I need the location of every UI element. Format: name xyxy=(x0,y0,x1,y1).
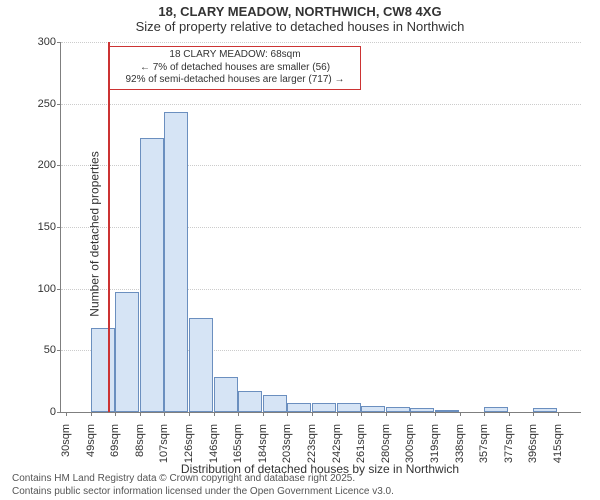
chart-area: 05010015020025030030sqm49sqm69sqm88sqm10… xyxy=(60,42,580,412)
grid-line xyxy=(61,104,581,105)
y-tick-mark xyxy=(57,412,61,413)
x-tick-mark xyxy=(386,412,387,416)
histogram-bar xyxy=(337,403,361,412)
histogram-bar xyxy=(115,292,139,412)
y-tick-label: 300 xyxy=(16,36,56,48)
histogram-bar xyxy=(410,408,434,412)
y-tick-mark xyxy=(57,350,61,351)
y-tick-label: 200 xyxy=(16,159,56,171)
x-tick-mark xyxy=(533,412,534,416)
histogram-bar xyxy=(386,407,410,412)
histogram-bar xyxy=(287,403,311,412)
y-tick-label: 150 xyxy=(16,221,56,233)
x-tick-mark xyxy=(361,412,362,416)
annotation-line: 92% of semi-detached houses are larger (… xyxy=(114,74,356,87)
annotation-line: 18 CLARY MEADOW: 68sqm xyxy=(114,49,356,62)
histogram-bar xyxy=(140,138,164,412)
x-tick-mark xyxy=(66,412,67,416)
x-tick-mark xyxy=(214,412,215,416)
histogram-bar xyxy=(263,395,287,412)
chart-container: 18, CLARY MEADOW, NORTHWICH, CW8 4XG Siz… xyxy=(0,0,600,500)
y-tick-label: 100 xyxy=(16,283,56,295)
histogram-bar xyxy=(435,410,459,412)
plot-region: 05010015020025030030sqm49sqm69sqm88sqm10… xyxy=(60,42,581,413)
y-tick-mark xyxy=(57,104,61,105)
x-tick-mark xyxy=(435,412,436,416)
histogram-bar xyxy=(164,112,188,412)
histogram-bar xyxy=(484,407,508,412)
histogram-bar xyxy=(91,328,115,412)
footer-line-2: Contains public sector information licen… xyxy=(12,486,394,499)
histogram-bar xyxy=(361,406,385,412)
y-tick-label: 250 xyxy=(16,98,56,110)
grid-line xyxy=(61,42,581,43)
histogram-bar xyxy=(214,377,238,412)
footer-line-1: Contains HM Land Registry data © Crown c… xyxy=(12,473,394,486)
x-tick-mark xyxy=(140,412,141,416)
x-tick-mark xyxy=(337,412,338,416)
x-tick-mark xyxy=(558,412,559,416)
x-tick-mark xyxy=(312,412,313,416)
histogram-bar xyxy=(533,408,557,412)
histogram-bar xyxy=(238,391,262,412)
x-tick-mark xyxy=(164,412,165,416)
x-tick-mark xyxy=(460,412,461,416)
y-tick-mark xyxy=(57,165,61,166)
annotation-box: 18 CLARY MEADOW: 68sqm← 7% of detached h… xyxy=(109,46,361,90)
chart-title-sub: Size of property relative to detached ho… xyxy=(0,19,600,36)
y-tick-mark xyxy=(57,42,61,43)
x-tick-mark xyxy=(91,412,92,416)
x-tick-mark xyxy=(189,412,190,416)
chart-title-main: 18, CLARY MEADOW, NORTHWICH, CW8 4XG xyxy=(0,0,600,19)
x-tick-mark xyxy=(115,412,116,416)
annotation-line: ← 7% of detached houses are smaller (56) xyxy=(114,62,356,75)
x-tick-mark xyxy=(263,412,264,416)
x-tick-mark xyxy=(410,412,411,416)
y-tick-mark xyxy=(57,227,61,228)
property-marker-line xyxy=(108,42,110,412)
x-tick-mark xyxy=(238,412,239,416)
histogram-bar xyxy=(312,403,336,412)
y-tick-label: 50 xyxy=(16,344,56,356)
histogram-bar xyxy=(189,318,213,412)
y-tick-mark xyxy=(57,289,61,290)
y-axis-label: Number of detached properties xyxy=(88,151,102,316)
footer-attribution: Contains HM Land Registry data © Crown c… xyxy=(12,473,394,498)
x-tick-mark xyxy=(484,412,485,416)
y-tick-label: 0 xyxy=(16,406,56,418)
x-tick-mark xyxy=(287,412,288,416)
x-tick-mark xyxy=(509,412,510,416)
